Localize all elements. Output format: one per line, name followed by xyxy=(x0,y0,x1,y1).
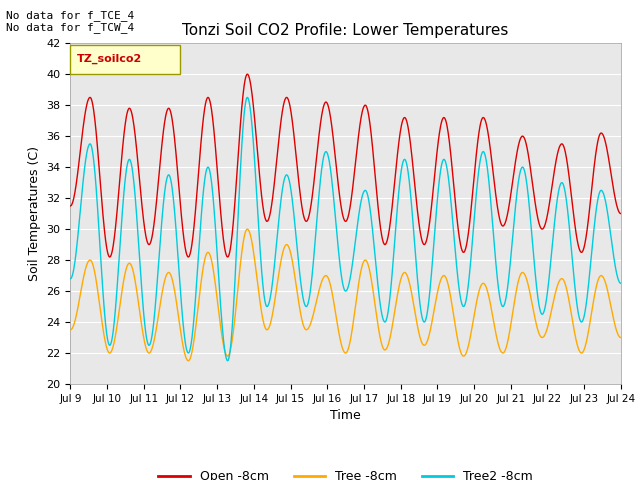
FancyBboxPatch shape xyxy=(70,45,180,74)
Y-axis label: Soil Temperatures (C): Soil Temperatures (C) xyxy=(28,146,41,281)
Legend: Open -8cm, Tree -8cm, Tree2 -8cm: Open -8cm, Tree -8cm, Tree2 -8cm xyxy=(154,465,538,480)
X-axis label: Time: Time xyxy=(330,409,361,422)
Title: Tonzi Soil CO2 Profile: Lower Temperatures: Tonzi Soil CO2 Profile: Lower Temperatur… xyxy=(182,23,509,38)
Text: TZ_soilco2: TZ_soilco2 xyxy=(77,54,142,64)
Text: No data for f_TCE_4
No data for f_TCW_4: No data for f_TCE_4 No data for f_TCW_4 xyxy=(6,10,134,33)
